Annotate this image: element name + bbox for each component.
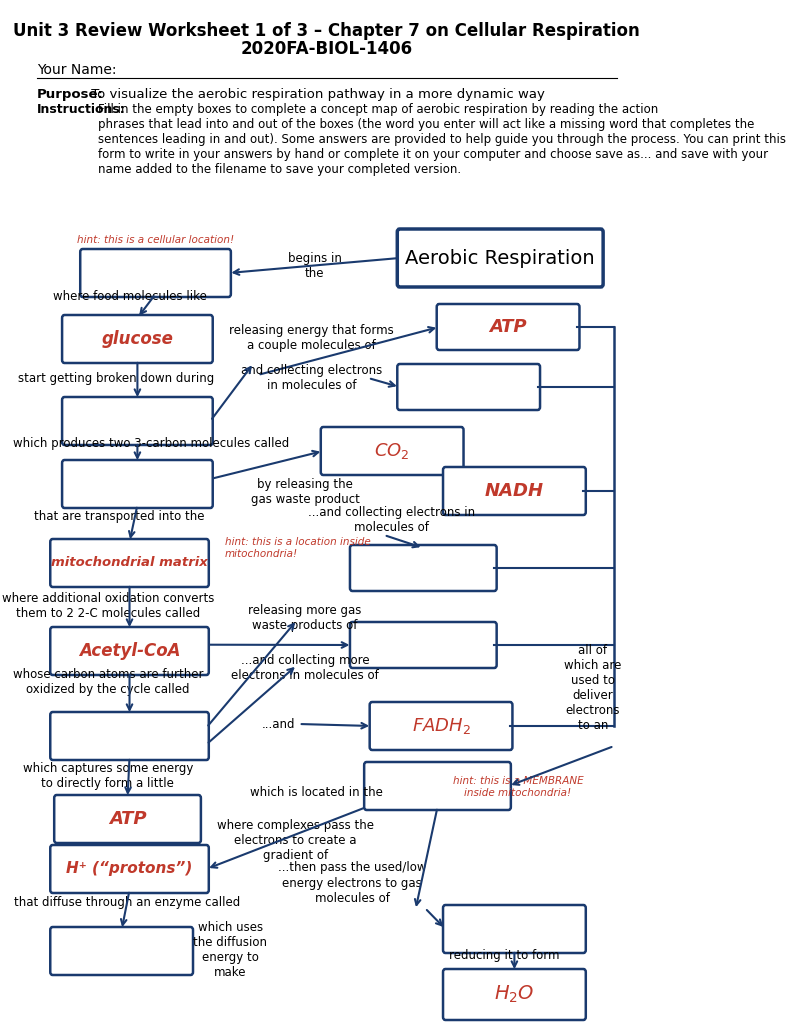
Text: where food molecules like: where food molecules like: [53, 290, 207, 303]
Text: that are transported into the: that are transported into the: [34, 510, 205, 523]
Text: where complexes pass the
electrons to create a
gradient of: where complexes pass the electrons to cr…: [217, 818, 374, 861]
Text: Aerobic Respiration: Aerobic Respiration: [405, 249, 595, 267]
FancyBboxPatch shape: [50, 927, 193, 975]
Text: $H_2O$: $H_2O$: [494, 984, 534, 1006]
Text: whose carbon atoms are further
oxidized by the cycle called: whose carbon atoms are further oxidized …: [13, 668, 203, 696]
Text: Fill in the empty boxes to complete a concept map of aerobic respiration by read: Fill in the empty boxes to complete a co…: [98, 103, 785, 176]
FancyBboxPatch shape: [398, 364, 540, 410]
FancyBboxPatch shape: [62, 460, 213, 508]
FancyBboxPatch shape: [364, 762, 511, 810]
Text: begins in
the: begins in the: [288, 252, 341, 280]
FancyBboxPatch shape: [50, 845, 209, 893]
Text: Instructions:: Instructions:: [37, 103, 126, 116]
FancyBboxPatch shape: [443, 467, 586, 515]
FancyBboxPatch shape: [80, 249, 231, 297]
Text: ATP: ATP: [109, 810, 146, 828]
FancyBboxPatch shape: [62, 397, 213, 445]
Text: reducing it to form: reducing it to form: [448, 949, 559, 963]
FancyBboxPatch shape: [443, 969, 586, 1020]
Text: H⁺ (“protons”): H⁺ (“protons”): [66, 861, 192, 877]
Text: ...then pass the used/low
energy electrons to gas
molecules of: ...then pass the used/low energy electro…: [278, 861, 427, 904]
Text: ...and collecting more
electrons in molecules of: ...and collecting more electrons in mole…: [231, 654, 379, 682]
Text: glucose: glucose: [102, 330, 173, 348]
Text: mitochondrial matrix: mitochondrial matrix: [51, 556, 208, 569]
Text: Acetyl-CoA: Acetyl-CoA: [79, 642, 180, 660]
Text: which uses
the diffusion
energy to
make: which uses the diffusion energy to make: [193, 921, 267, 979]
Text: and collecting electrons
in molecules of: and collecting electrons in molecules of: [241, 364, 382, 392]
Text: NADH: NADH: [485, 482, 544, 500]
Text: hint: this is a MEMBRANE
inside mitochondria!: hint: this is a MEMBRANE inside mitochon…: [452, 776, 584, 798]
FancyBboxPatch shape: [443, 905, 586, 953]
Text: that diffuse through an enzyme called: that diffuse through an enzyme called: [14, 896, 241, 909]
Text: ATP: ATP: [489, 318, 527, 336]
FancyBboxPatch shape: [50, 627, 209, 675]
Text: $FADH_2$: $FADH_2$: [412, 716, 471, 736]
Text: To visualize the aerobic respiration pathway in a more dynamic way: To visualize the aerobic respiration pat…: [87, 88, 545, 101]
Text: Your Name:: Your Name:: [37, 63, 116, 77]
Text: releasing energy that forms
a couple molecules of: releasing energy that forms a couple mol…: [229, 324, 394, 352]
FancyBboxPatch shape: [54, 795, 201, 843]
FancyBboxPatch shape: [370, 702, 513, 750]
Text: start getting broken down during: start getting broken down during: [17, 372, 214, 385]
FancyBboxPatch shape: [350, 622, 497, 668]
Text: all of
which are
used to
deliver
electrons
to an: all of which are used to deliver electro…: [564, 644, 622, 732]
Text: by releasing the
gas waste product: by releasing the gas waste product: [250, 478, 359, 506]
Text: hint: this is a location inside
mitochondria!: hint: this is a location inside mitochon…: [224, 538, 370, 559]
FancyBboxPatch shape: [50, 712, 209, 760]
Text: hint: this is a cellular location!: hint: this is a cellular location!: [77, 234, 234, 245]
FancyBboxPatch shape: [62, 315, 213, 362]
Text: $CO_2$: $CO_2$: [374, 441, 410, 461]
Text: ...and collecting electrons in
molecules of: ...and collecting electrons in molecules…: [308, 506, 475, 534]
FancyBboxPatch shape: [436, 304, 580, 350]
FancyBboxPatch shape: [350, 545, 497, 591]
Text: where additional oxidation converts
them to 2 2-C molecules called: where additional oxidation converts them…: [2, 592, 214, 620]
Text: 2020FA-BIOL-1406: 2020FA-BIOL-1406: [240, 40, 413, 58]
Text: which produces two 3-carbon molecules called: which produces two 3-carbon molecules ca…: [13, 436, 289, 450]
Text: releasing more gas
waste products of: releasing more gas waste products of: [248, 604, 362, 632]
FancyBboxPatch shape: [398, 229, 603, 287]
Text: ...and: ...and: [262, 718, 296, 730]
Text: which captures some energy
to directly form a little: which captures some energy to directly f…: [22, 762, 193, 790]
Text: Purpose:: Purpose:: [37, 88, 103, 101]
FancyBboxPatch shape: [50, 539, 209, 587]
Text: Unit 3 Review Worksheet 1 of 3 – Chapter 7 on Cellular Respiration: Unit 3 Review Worksheet 1 of 3 – Chapter…: [13, 22, 640, 40]
FancyBboxPatch shape: [320, 427, 463, 475]
Text: which is located in the: which is located in the: [250, 785, 383, 799]
